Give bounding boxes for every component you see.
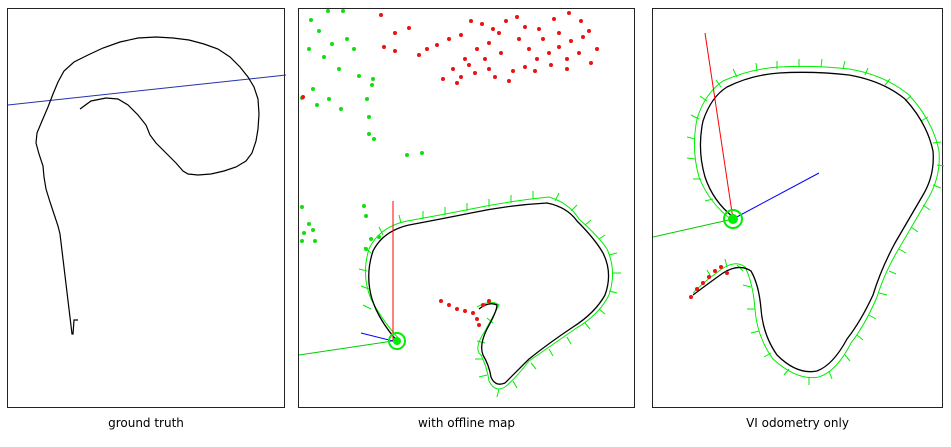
vi-frustum-teeth xyxy=(686,58,944,385)
camera-origin-axes xyxy=(299,201,406,356)
vi-odometry-trajectory xyxy=(692,71,934,373)
vi-odometry-caption: VI odometry only xyxy=(746,416,849,430)
green-map-points xyxy=(300,9,424,251)
vi-odometry-plot xyxy=(653,32,944,385)
ground-truth-panel xyxy=(7,8,286,408)
frustum-teeth xyxy=(358,191,621,398)
ground-truth-plot xyxy=(8,36,286,335)
red-trajectory-points xyxy=(439,299,491,327)
vi-pose-frustums xyxy=(692,65,940,379)
offline-map-panel xyxy=(298,8,635,408)
offline-map-trajectory xyxy=(368,202,610,385)
axis-z-line xyxy=(8,74,286,106)
pose-frustums xyxy=(365,196,613,390)
red-map-points xyxy=(301,11,599,99)
vi-red-points xyxy=(689,265,729,299)
ground-truth-caption: ground truth xyxy=(108,416,184,430)
offline-map-caption: with offline map xyxy=(417,416,515,430)
vi-odometry-panel xyxy=(652,8,944,408)
ground-truth-trajectory xyxy=(35,36,260,335)
vi-camera-origin-axes xyxy=(653,32,820,238)
offline-map-plot xyxy=(299,9,621,398)
